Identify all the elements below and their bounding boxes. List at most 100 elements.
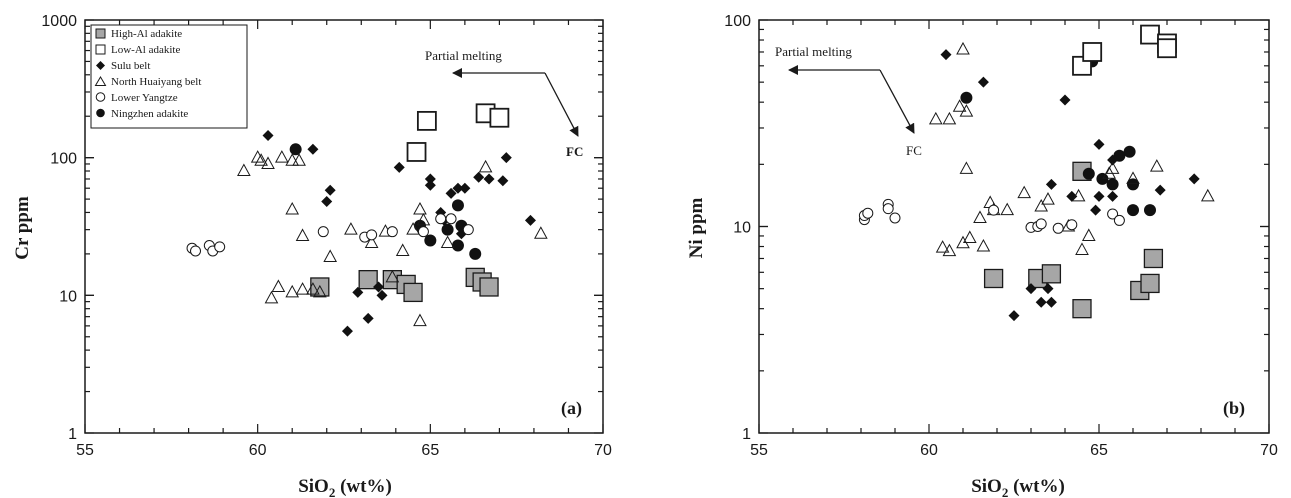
data-point-open-triangle	[306, 282, 320, 295]
y-tick-label-b: 1	[742, 426, 751, 443]
x-tick-label-a: 60	[249, 442, 267, 459]
data-point-open-triangle	[1105, 161, 1120, 174]
data-point-filled-diamond	[1042, 283, 1054, 295]
data-point-filled-diamond	[362, 312, 374, 324]
data-point-filled-square	[1041, 264, 1062, 284]
y-tick-label-a: 100	[50, 151, 77, 168]
data-point-filled-circle	[1113, 149, 1126, 162]
data-points-b	[858, 24, 1215, 322]
partial-melting-annotation-a: Partial melting FC	[425, 48, 583, 159]
data-point-open-triangle	[323, 249, 338, 262]
legend: High-Al adakite Low-Al adakite Sulu belt…	[90, 24, 248, 129]
data-point-filled-circle	[289, 143, 302, 156]
data-point-filled-square	[479, 277, 499, 297]
x-tick-label-a: 65	[421, 442, 439, 459]
data-point-open-triangle	[237, 163, 251, 177]
legend-label: Sulu belt	[111, 60, 150, 72]
data-point-filled-diamond	[483, 173, 495, 185]
data-point-filled-square	[403, 282, 423, 303]
data-point-open-triangle	[952, 99, 967, 112]
legend-label: Low-Al adakite	[111, 44, 180, 56]
data-point-filled-diamond	[445, 187, 457, 199]
data-point-open-triangle	[416, 212, 431, 226]
x-tick-label-b: 65	[1090, 442, 1108, 459]
partial-melting-label-a: Partial melting	[425, 48, 502, 63]
data-point-open-triangle	[973, 210, 987, 223]
data-point-open-triangle	[261, 156, 275, 169]
data-point-filled-diamond	[1035, 296, 1047, 308]
data-point-open-triangle	[395, 243, 410, 256]
data-point-open-circle	[1107, 208, 1119, 220]
fc-label-b: FC	[906, 143, 922, 158]
data-point-open-triangle	[312, 284, 327, 298]
data-point-filled-circle	[1127, 204, 1139, 217]
data-point-filled-diamond	[452, 182, 464, 194]
panel-label-b: (b)	[1223, 398, 1245, 419]
data-point-filled-square	[1072, 299, 1092, 319]
y-tick-label-b: 10	[733, 220, 751, 237]
legend-item-low-al: Low-Al adakite	[95, 44, 180, 56]
data-point-open-triangle	[385, 269, 400, 283]
data-point-open-circle	[417, 226, 429, 238]
data-point-filled-square	[1143, 248, 1164, 269]
tick-labels-a: 55 60 65 70 1 10 100 1000	[41, 13, 612, 459]
data-point-filled-circle	[1082, 167, 1095, 180]
data-point-open-circle	[317, 226, 329, 238]
data-point-filled-diamond	[321, 196, 333, 208]
x-tick-label-a: 55	[76, 442, 94, 459]
data-point-filled-diamond	[524, 214, 536, 226]
data-point-filled-square	[358, 269, 378, 290]
partial-melting-annotation-b: Partial melting FC	[775, 44, 922, 158]
data-point-open-circle	[462, 224, 474, 236]
data-point-filled-diamond	[940, 49, 952, 61]
fc-arrow-b	[879, 69, 915, 134]
data-point-open-triangle	[1041, 192, 1055, 205]
data-point-open-circle	[1113, 214, 1125, 226]
data-point-open-triangle	[976, 238, 991, 252]
data-point-open-circle	[988, 204, 1000, 216]
data-point-open-triangle	[344, 222, 358, 235]
data-point-open-triangle	[271, 279, 286, 292]
legend-item-sulu: Sulu belt	[96, 60, 150, 72]
axis-ticks-b	[758, 19, 1270, 434]
y-axis-title-a: Cr ppm	[12, 196, 33, 260]
x-axis-title-b: SiO2 (wt%)	[971, 476, 1065, 498]
data-point-open-square	[1140, 24, 1160, 45]
legend-marker-open-square	[95, 44, 106, 55]
data-points-a	[186, 103, 548, 337]
data-point-open-triangle	[928, 111, 943, 125]
data-point-open-triangle	[1102, 166, 1117, 179]
data-point-open-square	[1157, 38, 1177, 59]
data-point-open-triangle	[295, 282, 310, 295]
data-point-open-triangle	[274, 150, 289, 163]
partial-melting-label-b: Partial melting	[775, 44, 852, 59]
data-point-open-triangle	[1034, 198, 1049, 212]
data-point-filled-diamond	[1066, 190, 1078, 202]
data-point-open-square	[489, 107, 510, 128]
data-point-open-triangle	[254, 153, 268, 166]
data-point-open-triangle	[406, 222, 420, 235]
data-point-filled-circle	[960, 91, 973, 104]
data-point-open-triangle	[264, 290, 279, 304]
data-point-open-triangle	[1081, 228, 1096, 241]
data-point-filled-diamond	[1008, 310, 1020, 322]
data-point-open-circle	[190, 245, 202, 257]
data-point-open-triangle	[1000, 202, 1015, 216]
data-point-open-triangle	[292, 153, 306, 166]
data-point-filled-diamond	[307, 143, 319, 155]
data-point-filled-diamond	[1090, 204, 1102, 216]
data-point-open-square	[406, 142, 427, 162]
data-point-filled-circle	[1106, 178, 1119, 191]
data-point-filled-diamond	[1045, 178, 1057, 190]
legend-item-high-al: High-Al adakite	[95, 28, 182, 40]
data-point-filled-diamond	[473, 171, 485, 183]
data-point-filled-square	[310, 277, 330, 297]
data-point-open-circle	[1052, 222, 1064, 234]
data-point-open-triangle	[364, 235, 379, 248]
data-point-filled-circle	[451, 199, 464, 212]
x-tick-label-b: 55	[750, 442, 768, 459]
data-point-open-circle	[366, 229, 378, 241]
data-point-open-triangle	[1075, 242, 1089, 255]
data-point-filled-circle	[424, 234, 437, 247]
